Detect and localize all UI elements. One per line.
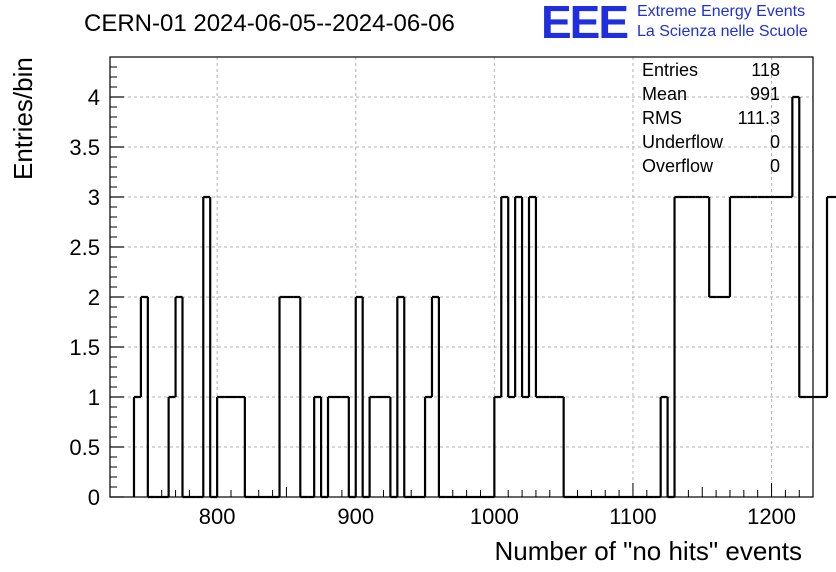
stat-row-rms: RMS 111.3 — [642, 106, 780, 130]
histogram-bin — [520, 197, 529, 399]
stat-label: RMS — [642, 108, 682, 128]
stat-value: 0 — [769, 132, 780, 152]
histogram-bin — [354, 295, 363, 497]
stat-row-mean: Mean 991 — [642, 82, 780, 106]
stats-box: Entries 118 Mean 991 RMS 111.3 Underflow… — [642, 58, 780, 178]
stat-value: 0 — [769, 156, 780, 176]
stat-label: Entries — [642, 60, 699, 80]
y-tick-label: 3 — [88, 185, 100, 210]
histogram-bin — [326, 395, 335, 497]
logo-line-2: La Scienza nelle Scuole — [637, 23, 808, 40]
stat-row-underflow: Underflow 0 — [642, 130, 780, 154]
y-tick-label: 0 — [88, 485, 100, 510]
stat-row-entries: Entries 118 — [642, 58, 780, 82]
x-tick-label: 900 — [337, 504, 374, 529]
stat-label: Underflow — [642, 132, 724, 152]
histogram-bin — [514, 195, 523, 397]
y-tick-label: 1.5 — [69, 335, 100, 360]
histogram-bin — [673, 195, 682, 497]
chart-title: CERN-01 2024-06-05--2024-06-06 — [84, 10, 455, 37]
histogram-bin — [174, 295, 183, 397]
histogram-bin — [396, 295, 405, 497]
y-tick-label: 2 — [88, 285, 100, 310]
y-tick-label: 4 — [88, 85, 100, 110]
eee-logo: EEE — [541, 0, 629, 48]
stat-label: Overflow — [642, 156, 714, 176]
histogram-bin — [278, 295, 287, 497]
histogram-bin — [368, 395, 377, 497]
x-tick-label: 1200 — [747, 504, 796, 529]
x-tick-label: 1100 — [609, 504, 656, 529]
y-tick-label: 3.5 — [69, 135, 100, 160]
histogram-bin — [430, 295, 439, 397]
histogram-bin — [798, 97, 807, 399]
stat-value: 118 — [751, 60, 780, 80]
histogram-bin — [791, 95, 800, 197]
histogram-bin — [534, 197, 543, 399]
histogram-bin — [139, 295, 148, 397]
histogram-bin — [708, 197, 717, 299]
histogram-bin — [507, 197, 516, 399]
histogram-bin — [500, 195, 509, 397]
tick-labels: 0 0.5 1 1.5 2 2.5 3 3.5 4 800 900 1000 1100 1200 — [69, 85, 796, 529]
histogram-bin — [216, 395, 225, 497]
histogram-bin — [493, 395, 502, 497]
stat-label: Mean — [642, 84, 688, 104]
histogram-bin — [132, 395, 141, 497]
y-tick-label: 1 — [88, 385, 100, 410]
y-tick-label: 2.5 — [69, 235, 100, 260]
axes — [109, 56, 814, 498]
logo-line-1: Extreme Energy Events — [637, 3, 806, 20]
stat-value: 991 — [749, 84, 780, 104]
histogram-bin — [825, 195, 834, 397]
y-tick-label: 0.5 — [69, 435, 100, 460]
x-axis-label: Number of "no hits" events — [494, 536, 803, 566]
histogram-bin — [423, 395, 432, 497]
stat-value: 111.3 — [737, 108, 780, 128]
eee-logo-text: Extreme Energy Events La Scienza nelle S… — [637, 2, 808, 42]
histogram-bin — [527, 195, 536, 397]
histogram-bin — [728, 195, 737, 297]
histogram-bin — [659, 395, 668, 497]
x-tick-label: 1000 — [470, 504, 519, 529]
y-axis-label: Entries/bin — [8, 57, 38, 180]
histogram-bin — [202, 195, 211, 497]
x-tick-label: 800 — [199, 504, 236, 529]
histogram-bin — [313, 395, 322, 497]
stat-row-overflow: Overflow 0 — [642, 154, 780, 178]
histogram-bin — [167, 395, 176, 497]
